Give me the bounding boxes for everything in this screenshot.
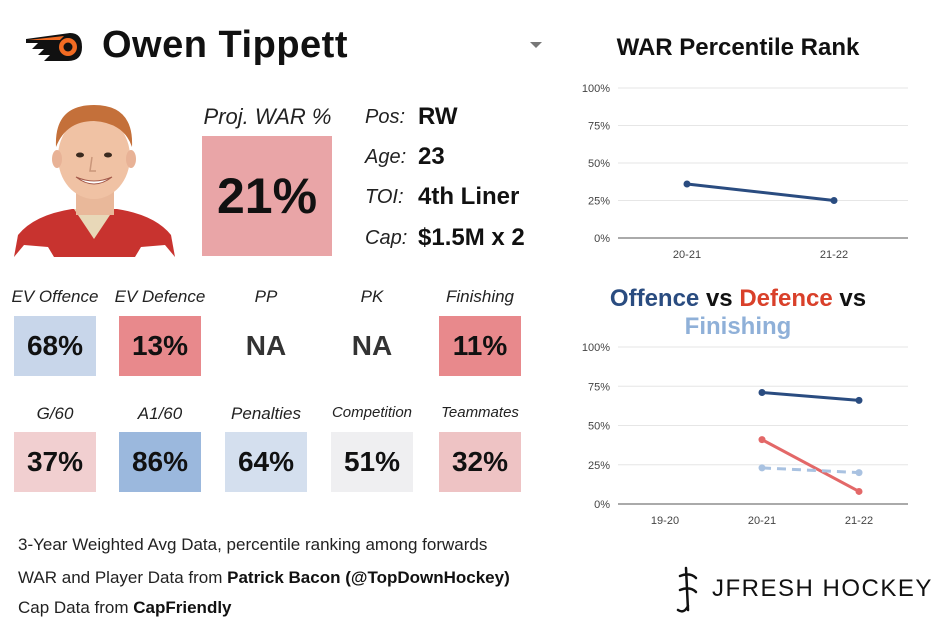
war-ytick-label: 25% xyxy=(588,196,610,208)
war-ytick-label: 100% xyxy=(582,83,610,95)
ovd-title-vs-1: vs xyxy=(699,285,740,312)
proj-war-value: 21% xyxy=(202,136,332,256)
ev-offence-label: EV Offence xyxy=(11,287,99,306)
toi-value: 4th Liner xyxy=(418,183,520,210)
penalties-value: 64% xyxy=(225,432,307,492)
pp-label: PP xyxy=(254,287,278,306)
war-percentile-chart: 0% 25% 50% 75% 100% 20-21 21-22 xyxy=(582,83,908,261)
cap-value: $1.5M x 2 xyxy=(418,224,525,251)
war-chart-title: WAR Percentile Rank xyxy=(616,34,860,61)
ovd-ytick-label: 25% xyxy=(588,460,610,472)
finishing-label: Finishing xyxy=(445,287,515,306)
player-name: Owen Tippett xyxy=(102,24,348,66)
ovd-xtick-label: 19-20 xyxy=(651,515,679,527)
footer-war-source: WAR and Player Data from Patrick Bacon (… xyxy=(18,568,510,588)
war-ytick-label: 0% xyxy=(594,233,610,245)
ovd-ytick-label: 75% xyxy=(588,381,610,393)
footer-cap-prefix: Cap Data from xyxy=(18,598,134,617)
war-data-point xyxy=(830,197,838,204)
ev-offence-value: 68% xyxy=(14,316,96,376)
war-data-point xyxy=(683,180,691,188)
ovd-ytick-label: 50% xyxy=(588,421,610,433)
pos-value: RW xyxy=(418,103,458,130)
brand-text: JFRESH HOCKEY xyxy=(712,575,933,602)
g60-label: G/60 xyxy=(36,404,74,423)
g60-value: 37% xyxy=(14,432,96,492)
a160-value: 86% xyxy=(119,432,201,492)
finishing-value: 11% xyxy=(439,316,521,376)
ovd-xtick-label: 20-21 xyxy=(748,515,776,527)
a160-label: A1/60 xyxy=(137,404,183,423)
pk-value: NA xyxy=(351,330,393,361)
ovd-title-offence: Offence xyxy=(609,285,700,312)
pp-value: NA xyxy=(245,330,287,361)
ovd-data-point xyxy=(855,469,863,477)
ovd-series-line xyxy=(761,466,860,475)
penalties-label: Penalties xyxy=(231,404,301,423)
ovd-title-finishing: Finishing xyxy=(684,313,792,340)
war-xtick-label: 21-22 xyxy=(820,249,848,261)
pk-label: PK xyxy=(360,287,384,306)
footer-weighted-note: 3-Year Weighted Avg Data, percentile ran… xyxy=(18,535,488,554)
toi-label: TOI: xyxy=(365,186,404,208)
ovd-data-point xyxy=(758,389,766,397)
footer-war-source-name: Patrick Bacon (@TopDownHockey) xyxy=(227,568,510,587)
cap-label: Cap: xyxy=(365,227,408,249)
war-series-line xyxy=(686,182,835,202)
offence-defence-finishing-chart: 0% 25% 50% 75% 100% 19-20 20-21 21-22 xyxy=(582,342,908,527)
war-ytick-label: 75% xyxy=(588,121,610,133)
ovd-series-line xyxy=(761,391,860,402)
flyers-logo xyxy=(26,33,82,61)
proj-war-label: Proj. WAR % xyxy=(203,104,332,129)
ovd-data-point xyxy=(855,487,863,495)
footer-cap-source-name: CapFriendly xyxy=(133,598,232,617)
ovd-data-point xyxy=(855,396,863,404)
footer-cap-source: Cap Data from CapFriendly xyxy=(18,598,232,618)
player-photo xyxy=(14,97,175,257)
ovd-title-defence: Defence xyxy=(739,285,833,312)
ovd-title-vs-2: vs xyxy=(832,285,867,312)
ovd-chart-title: Offence vs Defence vs Finishing xyxy=(560,285,916,341)
ovd-series-line xyxy=(761,438,860,493)
ev-defence-label: EV Defence xyxy=(114,287,206,306)
war-ytick-label: 50% xyxy=(588,158,610,170)
war-xtick-label: 20-21 xyxy=(673,249,701,261)
competition-label: Competition xyxy=(331,404,413,421)
footer-war-prefix: WAR and Player Data from xyxy=(18,568,228,587)
ev-defence-value: 13% xyxy=(119,316,201,376)
ovd-ytick-label: 0% xyxy=(594,499,610,511)
competition-value: 51% xyxy=(331,432,413,492)
player-select-dropdown-icon[interactable] xyxy=(530,42,542,48)
ovd-xtick-label: 21-22 xyxy=(845,515,873,527)
jfresh-logo-icon xyxy=(676,566,698,613)
pos-label: Pos: xyxy=(365,106,406,128)
ovd-data-point xyxy=(758,464,766,472)
teammates-value: 32% xyxy=(439,432,521,492)
ovd-ytick-label: 100% xyxy=(582,342,610,354)
age-value: 23 xyxy=(418,143,445,170)
teammates-label: Teammates xyxy=(441,404,519,421)
age-label: Age: xyxy=(365,146,407,168)
ovd-data-point xyxy=(758,436,766,444)
